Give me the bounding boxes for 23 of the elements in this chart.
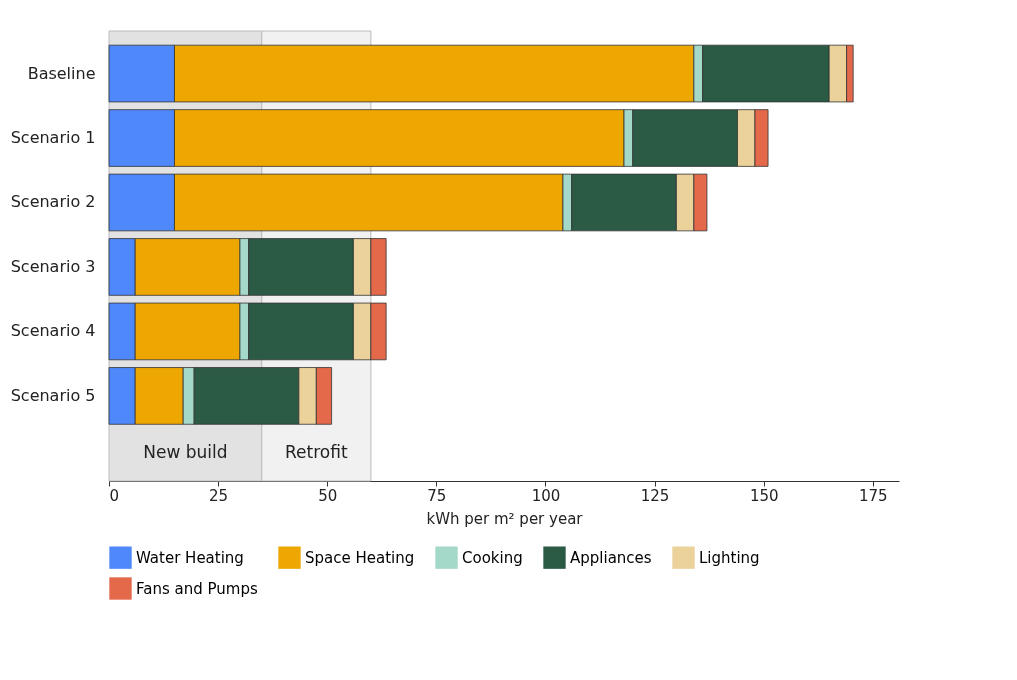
x-tick-label: 75 bbox=[427, 486, 447, 505]
legend-label: Cooking bbox=[462, 548, 523, 567]
x-tick-label: 100 bbox=[531, 486, 561, 505]
band-label: New build bbox=[143, 442, 228, 462]
y-tick-label: Scenario 2 bbox=[10, 192, 96, 212]
x-tick-label: 50 bbox=[318, 486, 338, 505]
band-label: Retrofit bbox=[285, 442, 348, 462]
x-tick-label: 0 bbox=[109, 486, 120, 505]
y-tick-label: Scenario 3 bbox=[10, 256, 96, 276]
legend-label: Water Heating bbox=[136, 548, 244, 567]
x-tick-label: 175 bbox=[858, 486, 888, 505]
y-tick-label: Scenario 5 bbox=[10, 385, 96, 405]
x-tick-label: 25 bbox=[209, 486, 229, 505]
x-tick-label: 125 bbox=[640, 486, 670, 505]
y-tick-label: Baseline bbox=[27, 63, 96, 83]
x-axis-title: kWh per m² per year bbox=[426, 509, 584, 528]
y-tick-label: Scenario 4 bbox=[10, 321, 96, 341]
legend-label: Space Heating bbox=[305, 548, 415, 567]
legend-label: Lighting bbox=[699, 548, 760, 567]
legend-label: Appliances bbox=[570, 548, 652, 567]
y-tick-label: Scenario 1 bbox=[10, 128, 96, 148]
x-tick-label: 150 bbox=[749, 486, 779, 505]
legend-label: Fans and Pumps bbox=[136, 579, 258, 598]
